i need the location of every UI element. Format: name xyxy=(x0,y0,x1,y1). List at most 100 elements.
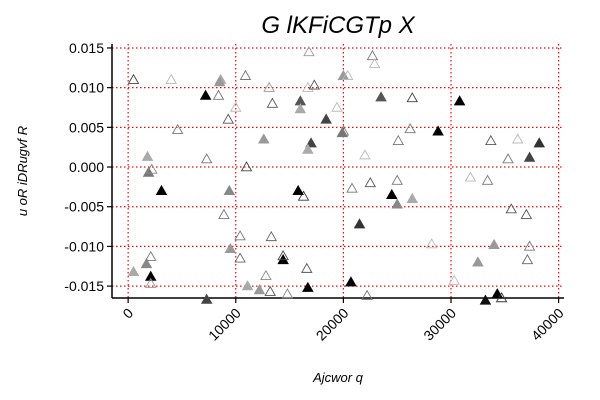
x-tick-label: 30000 xyxy=(420,305,459,344)
data-point xyxy=(144,270,157,281)
data-point xyxy=(523,240,536,251)
data-point xyxy=(353,218,366,229)
data-point xyxy=(472,256,484,267)
data-point xyxy=(302,281,314,292)
x-tick-label: 20000 xyxy=(313,305,352,344)
data-point xyxy=(375,91,387,102)
data-point xyxy=(200,293,213,304)
data-point xyxy=(171,123,184,134)
data-point xyxy=(165,73,177,84)
data-point xyxy=(155,184,168,196)
data-point xyxy=(366,49,379,61)
data-point xyxy=(234,252,246,263)
data-point xyxy=(241,280,254,291)
y-tick-label: 0.005 xyxy=(69,119,104,135)
data-point xyxy=(229,101,242,112)
data-point xyxy=(391,198,403,209)
data-point xyxy=(144,277,157,288)
data-point xyxy=(301,262,313,273)
chart-title: G lKFiCGTp X xyxy=(261,12,415,39)
data-point xyxy=(297,190,310,201)
data-point xyxy=(448,274,461,285)
data-point xyxy=(265,230,278,242)
data-point xyxy=(127,73,140,84)
data-point xyxy=(391,174,403,185)
data-point xyxy=(341,69,354,80)
data-point xyxy=(392,134,405,146)
y-axis-label: u oR iDRugvf R xyxy=(15,126,30,216)
data-point xyxy=(406,192,419,203)
data-point xyxy=(386,188,398,200)
x-axis-label: Ajcwor q xyxy=(312,370,364,385)
data-point xyxy=(533,137,546,148)
data-point xyxy=(520,208,533,219)
data-point xyxy=(361,289,373,300)
data-point xyxy=(464,171,477,182)
data-point xyxy=(277,250,289,261)
data-point xyxy=(359,149,371,160)
data-point xyxy=(212,89,225,100)
data-point xyxy=(257,133,270,144)
y-tick-label: 0.000 xyxy=(69,159,104,175)
data-point xyxy=(404,123,416,134)
data-point xyxy=(502,153,514,164)
data-point xyxy=(488,238,500,250)
data-point xyxy=(142,166,155,177)
data-point xyxy=(481,174,494,185)
data-point xyxy=(224,242,237,253)
data-point xyxy=(263,81,275,92)
data-point xyxy=(144,250,157,261)
y-tick-label: 0.010 xyxy=(69,80,104,96)
data-points xyxy=(127,46,546,305)
y-tick-label: 0.015 xyxy=(69,40,104,56)
data-point xyxy=(491,288,504,299)
data-point xyxy=(523,151,536,162)
data-point xyxy=(222,113,235,124)
x-tick-label: 40000 xyxy=(528,305,567,344)
data-point xyxy=(218,208,230,219)
data-point xyxy=(425,238,438,249)
data-point xyxy=(146,163,158,174)
data-point xyxy=(505,203,518,214)
data-point xyxy=(213,76,226,87)
data-point xyxy=(346,182,358,193)
data-point xyxy=(140,257,153,269)
data-point xyxy=(521,253,534,265)
data-point xyxy=(281,288,294,299)
data-point xyxy=(294,103,307,114)
data-point xyxy=(345,276,357,287)
data-point xyxy=(331,101,343,112)
data-point xyxy=(302,81,314,92)
data-point xyxy=(364,176,377,188)
y-tick-label: -0.010 xyxy=(64,238,104,254)
data-point xyxy=(368,57,381,69)
y-tick-label: -0.005 xyxy=(64,199,104,215)
x-tick-label: 10000 xyxy=(205,305,244,344)
data-point xyxy=(239,69,252,80)
data-point xyxy=(240,161,253,172)
data-point xyxy=(127,265,140,277)
data-point xyxy=(337,125,350,136)
data-point xyxy=(305,137,317,148)
data-point xyxy=(253,284,266,295)
data-point xyxy=(453,95,466,106)
data-point xyxy=(511,133,524,144)
data-point xyxy=(200,153,213,164)
data-point xyxy=(302,143,314,154)
data-point xyxy=(308,79,321,90)
data-point xyxy=(141,150,154,161)
data-point xyxy=(320,113,332,124)
data-point xyxy=(485,134,497,146)
data-point xyxy=(264,285,276,296)
data-point xyxy=(479,294,492,305)
data-point xyxy=(234,230,246,241)
x-tick-label: 0 xyxy=(119,305,136,322)
data-point xyxy=(260,269,272,280)
data-point xyxy=(266,97,279,108)
data-point xyxy=(432,125,444,136)
y-tick-label: -0.015 xyxy=(64,278,104,294)
data-point xyxy=(292,184,304,196)
data-point xyxy=(199,89,212,100)
data-point xyxy=(303,46,315,57)
